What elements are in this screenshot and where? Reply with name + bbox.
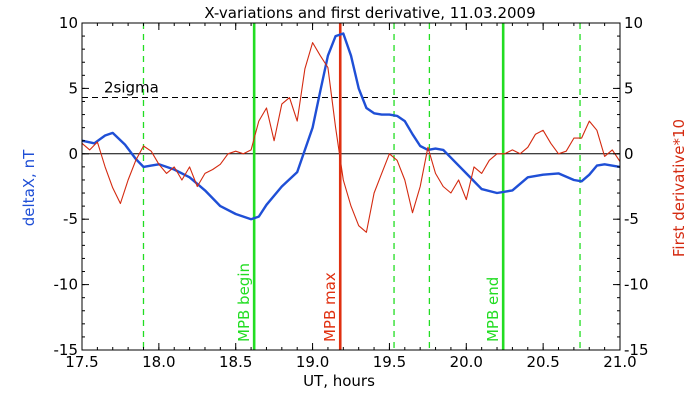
x-tick-label: 20.0 [450,353,483,371]
marker-layer: 2sigma MPB begin MPB max MPB end [82,23,620,350]
vertical-marker-label: MPB begin [235,263,253,342]
series-line-deltaX [81,32,621,221]
right-y-tick-label: -5 [624,210,639,228]
left-y-tick-label: -15 [54,341,79,359]
axes-layer: 17.5 18.0 18.5 19.0 19.5 20.0 20.5 21.0 10 10 5 5 0 0… [54,14,649,371]
threshold-2sigma-label: 2sigma [104,79,159,97]
x-tick-label: 19.5 [373,353,406,371]
plot-frame [81,22,621,351]
right-y-axis-label: First derivative*10 [670,119,688,257]
vertical-marker-label: MPB end [484,277,502,342]
left-y-tick-label: 0 [68,145,78,163]
left-y-tick-label: 10 [59,14,78,32]
right-y-tick-label: 10 [624,14,643,32]
x-tick-label: 18.0 [142,353,175,371]
x-tick-label: 18.5 [219,353,252,371]
chart-title: X-variations and first derivative, 11.03… [204,4,535,22]
series-line-derivative [81,42,621,233]
left-y-tick-label: -10 [54,276,79,294]
x-tick-label: 17.5 [65,353,98,371]
x-tick-label: 20.5 [526,353,559,371]
right-y-tick-label: 0 [624,145,634,163]
left-y-axis-label: deltaX, nT [20,149,38,226]
right-y-tick-label: -10 [624,276,649,294]
left-y-tick-label: 5 [68,79,78,97]
left-y-tick-label: -5 [63,210,78,228]
series-layer [81,32,621,233]
x-tick-label: 21.0 [603,353,636,371]
x-axis-label: UT, hours [303,372,375,390]
vertical-marker-label: MPB max [321,272,339,342]
x-tick-label: 19.0 [296,353,329,371]
right-y-tick-label: -15 [624,341,649,359]
right-y-tick-label: 5 [624,79,634,97]
